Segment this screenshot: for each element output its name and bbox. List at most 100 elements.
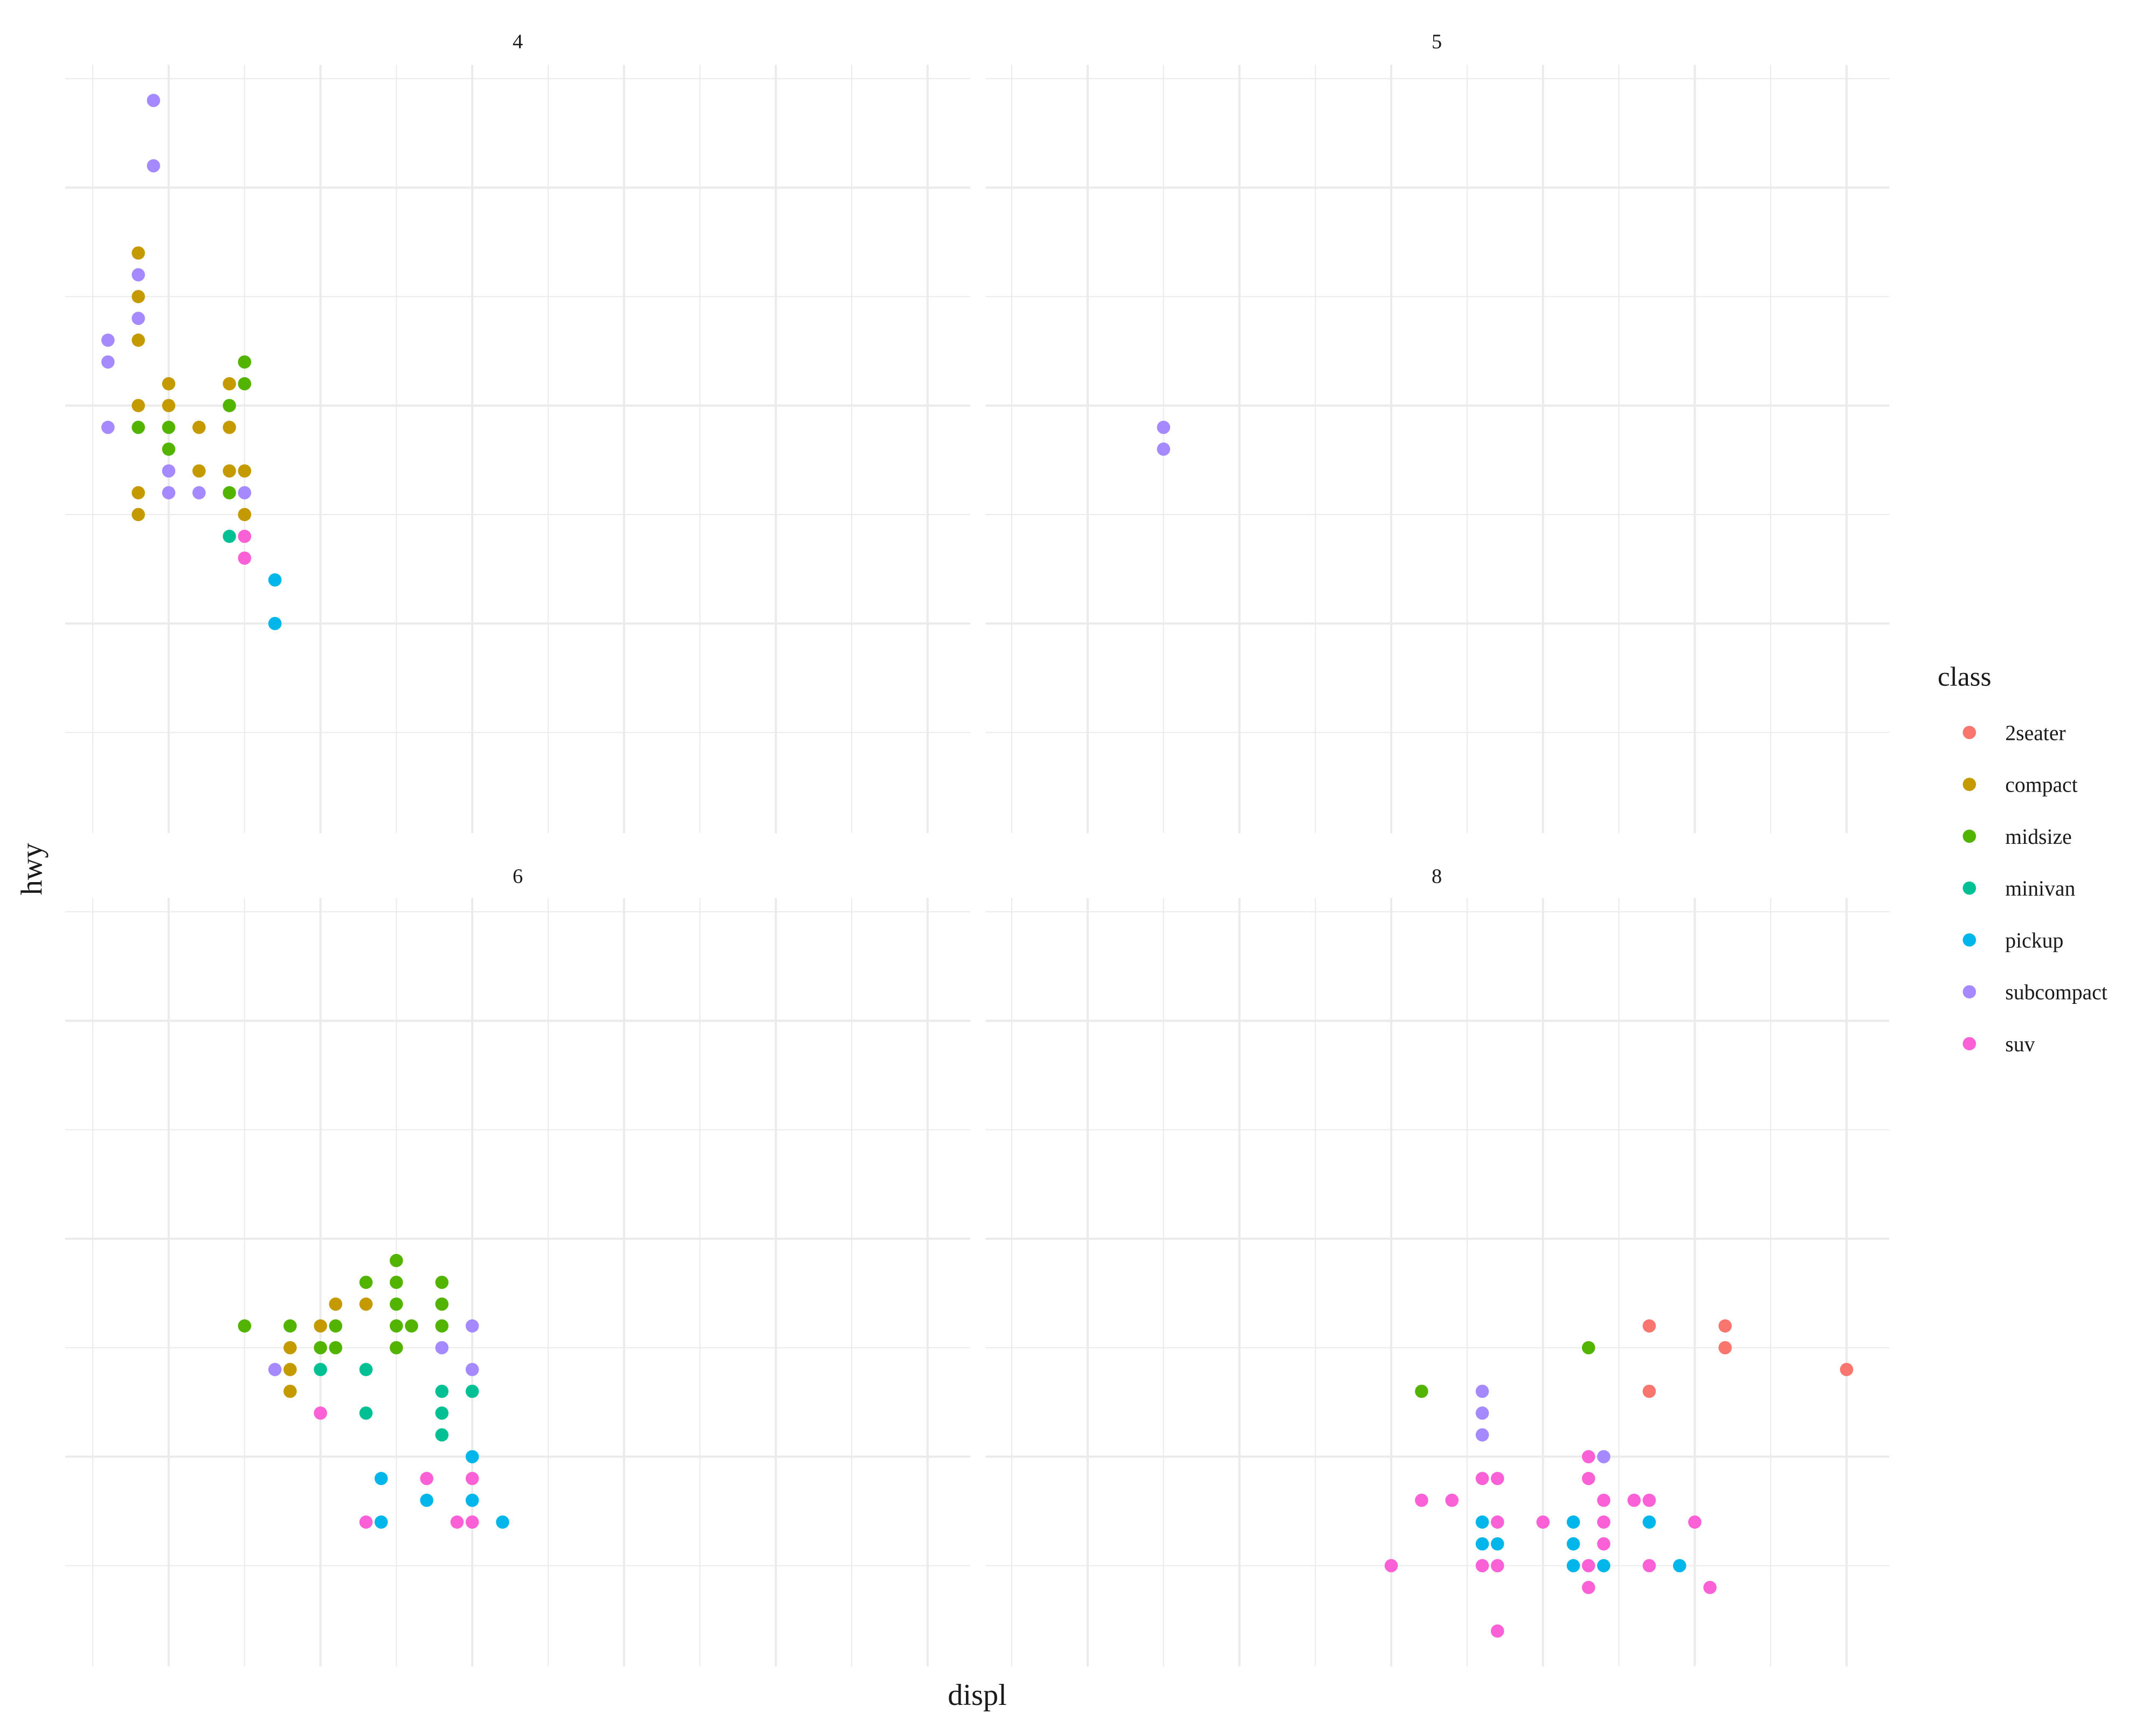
data-point-suv: [1490, 1559, 1504, 1572]
legend-key-dot-icon: [1962, 985, 1977, 998]
legend-item-compact: compact: [1962, 773, 2078, 797]
data-point-midsize: [390, 1254, 403, 1267]
data-point-midsize: [435, 1319, 449, 1333]
data-point-midsize: [132, 420, 145, 434]
data-point-compact: [238, 464, 252, 478]
data-point-minivan: [223, 530, 236, 543]
data-point-midsize: [390, 1319, 403, 1333]
data-point-compact: [359, 1297, 373, 1311]
data-point-subcompact: [147, 94, 161, 107]
data-point-subcompact: [268, 1363, 282, 1376]
data-point-compact: [132, 334, 145, 347]
data-point-subcompact: [435, 1341, 449, 1355]
data-point-compact: [192, 464, 206, 478]
data-point-suv: [1490, 1515, 1504, 1529]
data-point-2seater: [1718, 1319, 1732, 1333]
data-point-subcompact: [1475, 1384, 1489, 1398]
panel-grid: [65, 65, 971, 834]
data-point-subcompact: [465, 1319, 479, 1333]
data-point-midsize: [329, 1341, 343, 1355]
legend-label: 2seater: [2005, 721, 2065, 745]
data-point-compact: [132, 486, 145, 500]
data-point-compact: [132, 508, 145, 522]
data-point-pickup: [1566, 1515, 1580, 1529]
data-point-suv: [1445, 1493, 1459, 1507]
panel-grid: [985, 898, 1890, 1667]
data-point-suv: [1475, 1559, 1489, 1572]
data-point-subcompact: [101, 420, 115, 434]
data-point-pickup: [1642, 1515, 1656, 1529]
data-point-minivan: [465, 1384, 479, 1398]
data-point-midsize: [390, 1341, 403, 1355]
data-point-compact: [132, 246, 145, 260]
data-point-suv: [1642, 1559, 1656, 1572]
legend-key-dot-icon: [1962, 1037, 1977, 1051]
data-point-compact: [283, 1363, 297, 1376]
data-point-suv: [1490, 1624, 1504, 1638]
data-point-minivan: [359, 1406, 373, 1420]
data-point-suv: [314, 1406, 327, 1420]
data-point-suv: [1597, 1537, 1611, 1551]
data-point-suv: [1415, 1493, 1428, 1507]
legend-item-2seater: 2seater: [1962, 721, 2066, 745]
legend-title: class: [1938, 661, 1992, 692]
data-point-midsize: [1415, 1384, 1428, 1398]
legend-key-dot-icon: [1962, 726, 1977, 739]
data-point-midsize: [283, 1319, 297, 1333]
data-point-pickup: [1490, 1537, 1504, 1551]
data-point-minivan: [435, 1406, 449, 1420]
data-point-compact: [162, 377, 176, 391]
data-point-pickup: [1597, 1559, 1611, 1572]
panel-cyl-8: 8: [985, 865, 1890, 1667]
data-point-suv: [359, 1515, 373, 1529]
data-point-pickup: [374, 1472, 388, 1486]
data-point-pickup: [1475, 1537, 1489, 1551]
panel-cyl-4: 4: [65, 31, 971, 834]
points-layer: [238, 1254, 509, 1529]
legend-item-pickup: pickup: [1962, 928, 2063, 952]
legend-label: minivan: [2005, 877, 2075, 900]
data-point-pickup: [268, 573, 282, 587]
data-point-2seater: [1718, 1341, 1732, 1355]
data-point-pickup: [1566, 1559, 1580, 1572]
legend-label: compact: [2005, 773, 2077, 797]
data-point-suv: [450, 1515, 464, 1529]
y-axis-title: hwy: [15, 843, 49, 895]
data-point-suv: [420, 1472, 433, 1486]
data-point-midsize: [162, 442, 176, 456]
legend-key-dot-icon: [1962, 933, 1977, 947]
data-point-subcompact: [1597, 1450, 1611, 1464]
data-point-midsize: [329, 1319, 343, 1333]
data-point-minivan: [359, 1363, 373, 1376]
data-point-suv: [1384, 1559, 1398, 1572]
data-point-2seater: [1642, 1319, 1656, 1333]
data-point-pickup: [465, 1493, 479, 1507]
data-point-midsize: [405, 1319, 418, 1333]
data-point-suv: [1581, 1559, 1595, 1572]
legend-item-suv: suv: [1962, 1032, 2035, 1056]
data-point-compact: [132, 290, 145, 303]
data-point-subcompact: [101, 355, 115, 369]
data-point-compact: [238, 508, 252, 522]
data-point-midsize: [359, 1275, 373, 1289]
data-point-minivan: [435, 1384, 449, 1398]
data-point-2seater: [1840, 1363, 1854, 1376]
strip-label: 8: [1432, 865, 1442, 887]
data-point-minivan: [435, 1428, 449, 1442]
strip-label: 5: [1432, 31, 1442, 53]
data-point-suv: [1642, 1493, 1656, 1507]
data-point-suv: [465, 1515, 479, 1529]
data-point-suv: [1597, 1493, 1611, 1507]
data-point-compact: [192, 420, 206, 434]
x-axis-title: displ: [948, 1679, 1007, 1712]
data-point-suv: [465, 1472, 479, 1486]
legend-key-dot-icon: [1962, 829, 1977, 843]
data-point-minivan: [314, 1363, 327, 1376]
data-point-pickup: [268, 616, 282, 630]
data-point-midsize: [435, 1275, 449, 1289]
data-point-pickup: [1566, 1537, 1580, 1551]
data-point-midsize: [162, 420, 176, 434]
legend-item-midsize: midsize: [1962, 825, 2072, 849]
data-point-suv: [1597, 1515, 1611, 1529]
